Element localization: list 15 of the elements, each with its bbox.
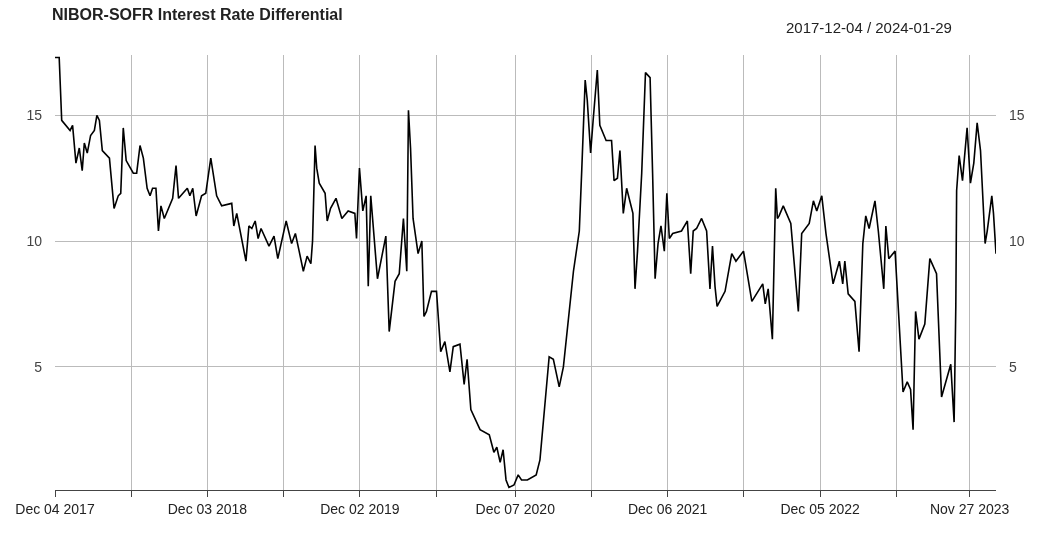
x-tick-label: Dec 04 2017	[15, 500, 95, 517]
y2-tick-label: 15	[1009, 107, 1025, 124]
x-tick-label: Nov 27 2023	[929, 500, 1010, 517]
chart-title: NIBOR-SOFR Interest Rate Differential	[52, 5, 343, 23]
y2-tick-label: 10	[1009, 232, 1025, 249]
x-tick-label: Dec 06 2021	[627, 500, 708, 517]
text: 2017-12-04 / 2024-01-29	[786, 19, 952, 36]
x-tick-label: Dec 02 2019	[320, 500, 400, 517]
y-tick-label: 15	[26, 107, 43, 124]
x-tick-label: Dec 07 2020	[475, 500, 556, 517]
x-tick-label: Dec 03 2018	[167, 500, 248, 517]
y2-tick-label: 5	[1009, 358, 1017, 375]
y-tick-label: 10	[26, 232, 43, 249]
x-tick-label: Dec 05 2022	[780, 500, 861, 517]
y-tick-label: 5	[34, 358, 43, 375]
